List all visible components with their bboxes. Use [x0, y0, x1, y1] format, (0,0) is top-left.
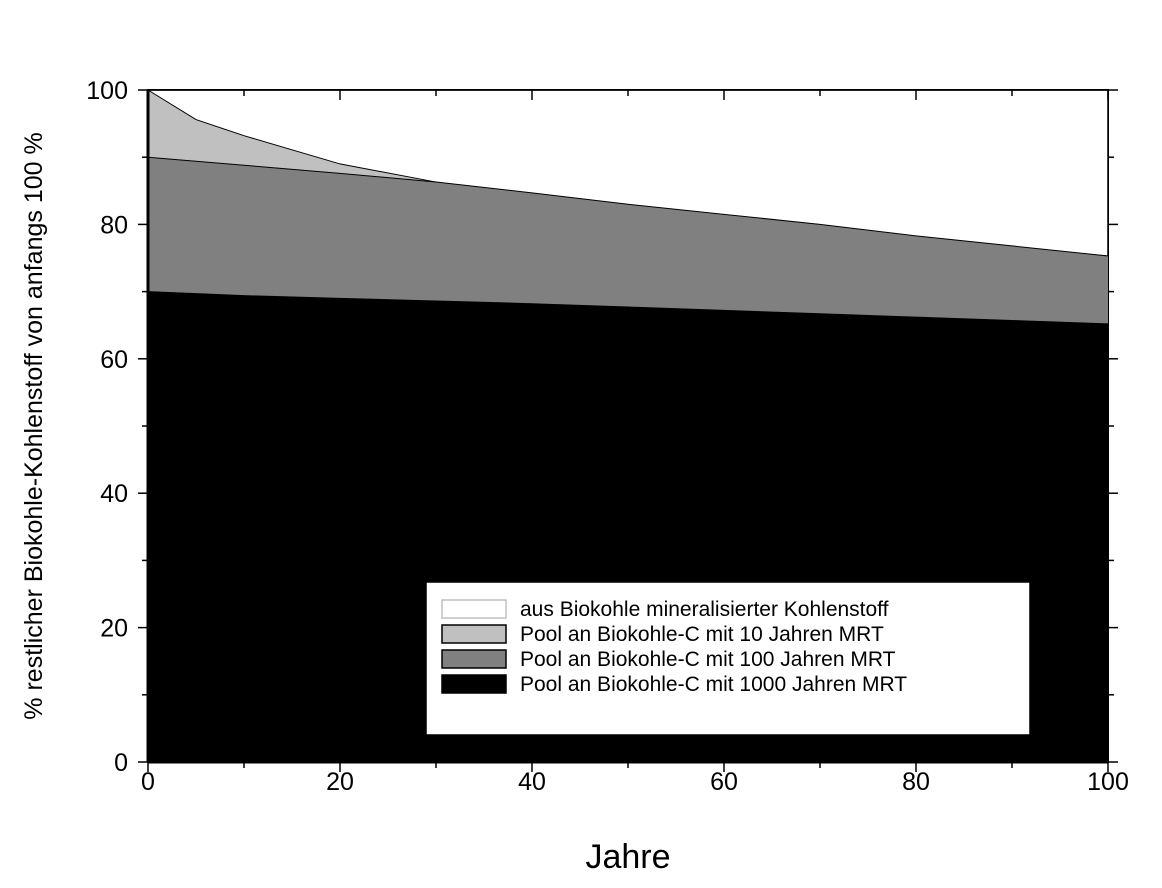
- x-tick-label-60: 60: [710, 768, 738, 796]
- x-tick-label-40: 40: [518, 768, 546, 796]
- stray-dot: [627, 474, 629, 476]
- legend: aus Biokohle mineralisierter Kohlenstoff…: [425, 581, 1031, 736]
- x-axis-title: Jahre: [585, 838, 670, 876]
- y-tick-label-60: 60: [100, 346, 128, 374]
- x-tick-label-0: 0: [141, 768, 155, 796]
- y-tick-label-80: 80: [100, 211, 128, 239]
- legend-swatch-1: [441, 624, 507, 644]
- y-tick-label-40: 40: [100, 480, 128, 508]
- legend-swatch-3: [441, 674, 507, 694]
- y-tick-label-0: 0: [114, 749, 128, 777]
- legend-label-2: Pool an Biokohle-C mit 100 Jahren MRT: [520, 648, 896, 671]
- y-axis-title: % restlicher Biokohle-Kohlenstoff von an…: [20, 132, 48, 719]
- series-line-2: [147, 156, 1109, 257]
- x-tick-label-20: 20: [326, 768, 354, 796]
- y-tick-label-20: 20: [100, 615, 128, 643]
- legend-swatch-2: [441, 649, 507, 669]
- legend-label-1: Pool an Biokohle-C mit 10 Jahren MRT: [520, 623, 884, 646]
- series-line-3: [147, 291, 1109, 325]
- tick-layer: 0 20 40 60 80 100 0 20 40 60 80 100: [86, 77, 1129, 796]
- legend-swatch-0: [441, 599, 507, 619]
- y-tick-label-100: 100: [86, 77, 128, 105]
- x-tick-label-80: 80: [902, 768, 930, 796]
- legend-label-0: aus Biokohle mineralisierter Kohlenstoff: [520, 598, 889, 621]
- legend-label-3: Pool an Biokohle-C mit 1000 Jahren MRT: [520, 673, 907, 696]
- legend-items: aus Biokohle mineralisierter Kohlenstoff…: [441, 598, 907, 696]
- x-tick-label-100: 100: [1087, 768, 1129, 796]
- legend-box: [425, 581, 1031, 736]
